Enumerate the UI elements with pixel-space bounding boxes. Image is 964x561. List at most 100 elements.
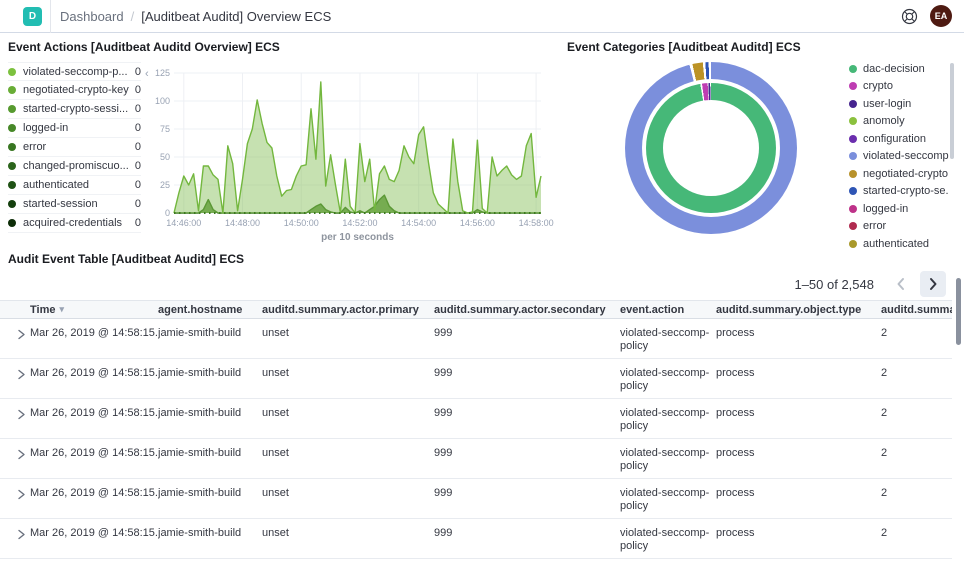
cell-object-type: process (716, 407, 755, 419)
legend-item[interactable]: started-session 0 (8, 195, 141, 214)
table-header-row: Time ▾ agent.hostname auditd.summary.actor.… (0, 300, 952, 319)
legend-item-value: 0 (134, 65, 141, 78)
cell-time: Mar 26, 2019 @ 14:58:15.245 (30, 447, 158, 459)
top-navigation-bar: D Dashboard / [Auditbeat Auditd] Overvie… (0, 0, 964, 33)
legend-item[interactable]: authenticated (849, 235, 949, 253)
legend-collapse-icon[interactable]: ‹ (145, 68, 149, 80)
legend-color-dot (849, 152, 857, 161)
legend-item-label: started-crypto-se... (863, 185, 949, 198)
cell-hostname: jamie-smith-build (158, 487, 242, 499)
legend-item-value: 0 (134, 141, 141, 153)
svg-text:14:48:00: 14:48:00 (225, 218, 260, 228)
cell-hostname: jamie-smith-build (158, 527, 242, 539)
cell-event-action: violated-seccomp-policy (620, 327, 710, 352)
cell-summary: 2 (881, 407, 888, 419)
app-logo[interactable]: D (23, 7, 42, 26)
svg-text:14:46:00: 14:46:00 (166, 218, 201, 228)
cell-actor-secondary: 999 (434, 327, 453, 339)
svg-text:14:56:00: 14:56:00 (460, 218, 495, 228)
cell-actor-secondary: 999 (434, 407, 453, 419)
legend-item-label: started-crypto-sessi... (23, 103, 129, 115)
legend-item-label: negotiated-crypto-key (23, 84, 129, 96)
row-expand-chevron-icon[interactable] (0, 319, 30, 340)
legend-item[interactable]: logged-in 0 (8, 119, 141, 138)
event-actions-legend: violated-seccomp-p... 0 negotiated-crypt… (8, 62, 141, 233)
legend-color-dot (849, 134, 857, 143)
legend-color-dot (849, 187, 857, 196)
legend-item-label: changed-promiscuo... (23, 160, 129, 172)
column-header[interactable]: event.action (620, 303, 685, 316)
cell-event-action: violated-seccomp-policy (620, 367, 710, 392)
table-row: Mar 26, 2019 @ 14:58:15.245 jamie-smith-… (0, 519, 952, 559)
column-header[interactable]: auditd.summary.actor.primary (262, 303, 419, 316)
topbar-divider (50, 0, 51, 33)
help-icon[interactable] (899, 6, 919, 26)
legend-item[interactable]: violated-seccomp-p... 0 (8, 62, 141, 81)
column-header[interactable]: Time ▾ (30, 303, 65, 316)
legend-item[interactable]: error 0 (8, 138, 141, 157)
legend-item[interactable]: anomoly (849, 113, 949, 131)
legend-color-dot (8, 67, 16, 76)
legend-scrollbar[interactable] (950, 63, 954, 159)
column-header[interactable]: auditd.summary.object.type (716, 303, 862, 316)
cell-time: Mar 26, 2019 @ 14:58:15.245 (30, 327, 158, 339)
legend-item[interactable]: violated-seccomp... (849, 148, 949, 166)
legend-color-dot (8, 143, 16, 151)
row-expand-chevron-icon[interactable] (0, 519, 30, 540)
legend-item[interactable]: configuration (849, 130, 949, 148)
legend-item[interactable]: started-crypto-se... (849, 183, 949, 201)
table-row: Mar 26, 2019 @ 14:58:15.245 jamie-smith-… (0, 479, 952, 519)
legend-color-dot (849, 204, 857, 213)
event-actions-area-chart[interactable]: 0 25 50 75 100 125 14:46:00 14:48:00 14:50:00 14:… (150, 62, 560, 243)
cell-hostname: jamie-smith-build (158, 327, 242, 339)
svg-text:14:52:00: 14:52:00 (342, 218, 377, 228)
legend-item[interactable]: dac-decision (849, 60, 949, 78)
cell-summary: 2 (881, 327, 888, 339)
column-header[interactable]: auditd.summary.actor.secondary (434, 303, 606, 316)
cell-hostname: jamie-smith-build (158, 407, 242, 419)
pagination-next-button[interactable] (920, 271, 946, 297)
legend-item[interactable]: crypto (849, 78, 949, 96)
legend-item-label: user-login (863, 97, 912, 110)
panel-title-audit-table: Audit Event Table [Auditbeat Auditd] ECS (8, 252, 244, 266)
column-header[interactable]: agent.hostname (158, 303, 243, 316)
cell-time: Mar 26, 2019 @ 14:58:15.245 (30, 487, 158, 499)
user-avatar[interactable]: EA (930, 5, 952, 27)
legend-item-label: violated-seccomp... (863, 150, 949, 163)
column-header[interactable]: auditd.summary (881, 303, 952, 316)
table-row: Mar 26, 2019 @ 14:58:15.245 jamie-smith-… (0, 439, 952, 479)
legend-item[interactable]: negotiated-crypto... (849, 165, 949, 183)
legend-item[interactable]: user-login (849, 95, 949, 113)
legend-item[interactable]: started-crypto-sessi... 0 (8, 100, 141, 119)
legend-item-label: acquired-credentials (23, 217, 123, 229)
cell-hostname: jamie-smith-build (158, 367, 242, 379)
svg-text:14:54:00: 14:54:00 (401, 218, 436, 228)
legend-item[interactable]: logged-in (849, 200, 949, 218)
event-categories-legend: dac-decision crypto user-login anomoly c… (849, 60, 949, 253)
pagination-prev-button[interactable] (888, 271, 914, 297)
row-expand-chevron-icon[interactable] (0, 479, 30, 500)
legend-item[interactable]: error (849, 218, 949, 236)
row-expand-chevron-icon[interactable] (0, 399, 30, 420)
legend-color-dot (8, 86, 16, 94)
legend-item[interactable]: authenticated 0 (8, 176, 141, 195)
cell-object-type: process (716, 487, 755, 499)
cell-actor-primary: unset (262, 487, 289, 499)
cell-actor-primary: unset (262, 407, 289, 419)
event-categories-donut-chart[interactable] (625, 62, 797, 234)
legend-color-dot (849, 82, 857, 91)
legend-color-dot (8, 181, 16, 189)
cell-summary: 2 (881, 367, 888, 379)
cell-actor-primary: unset (262, 447, 289, 459)
legend-item-value: 0 (134, 84, 141, 96)
legend-item[interactable]: acquired-credentials 0 (8, 214, 141, 233)
row-expand-chevron-icon[interactable] (0, 439, 30, 460)
cell-event-action: violated-seccomp-policy (620, 447, 710, 472)
row-expand-chevron-icon[interactable] (0, 359, 30, 380)
table-scrollbar[interactable] (956, 278, 961, 345)
cell-event-action: violated-seccomp-policy (620, 527, 710, 552)
breadcrumb-dashboard-link[interactable]: Dashboard (60, 9, 124, 24)
legend-item[interactable]: changed-promiscuo... 0 (8, 157, 141, 176)
legend-item[interactable]: negotiated-crypto-key 0 (8, 81, 141, 100)
